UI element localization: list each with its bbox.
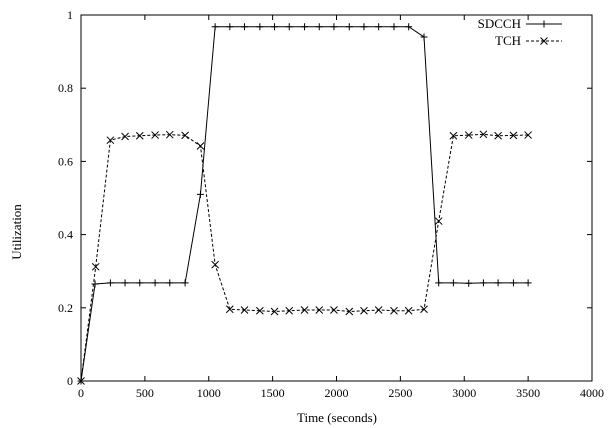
y-tick-label: 0.6 — [58, 154, 73, 168]
data-point-sdcch — [196, 190, 204, 198]
x-tick-label: 4000 — [580, 386, 604, 400]
data-point-sdcch — [345, 23, 353, 31]
y-tick-label: 1 — [67, 8, 73, 22]
data-point-sdcch — [271, 23, 279, 31]
legend-label-sdcch: SDCCH — [478, 16, 521, 31]
data-point-tch — [211, 260, 219, 269]
x-tick-label: 500 — [136, 386, 154, 400]
data-point-tch — [404, 306, 413, 315]
data-point-sdcch — [136, 279, 144, 287]
data-point-tch — [449, 131, 458, 140]
data-point-tch — [165, 130, 174, 139]
series-line-tch — [80, 133, 529, 382]
series-line-sdcch — [80, 26, 529, 382]
x-tick-label: 3000 — [452, 386, 476, 400]
data-point-sdcch — [285, 23, 293, 31]
data-point-tch — [106, 136, 115, 145]
data-point-sdcch — [509, 279, 517, 287]
data-point-sdcch — [226, 23, 234, 31]
x-tick-label: 1000 — [197, 386, 221, 400]
data-point-tch — [91, 262, 100, 271]
data-point-tch — [270, 307, 279, 316]
data-point-sdcch — [151, 279, 159, 287]
data-point-tch — [255, 306, 264, 315]
legend-marker-sdcch — [540, 20, 548, 28]
data-point-tch — [464, 131, 473, 139]
data-point-tch — [77, 377, 85, 385]
data-point-sdcch — [315, 23, 323, 31]
data-point-tch — [330, 306, 338, 314]
series-tch — [77, 130, 532, 385]
data-point-tch — [345, 307, 354, 316]
data-point-tch — [315, 306, 324, 314]
data-point-sdcch — [241, 23, 249, 31]
data-point-tch — [151, 131, 159, 139]
data-point-sdcch — [360, 23, 368, 31]
data-point-tch — [434, 217, 443, 225]
data-point-sdcch — [449, 279, 457, 287]
y-axis-title: Utilization — [9, 204, 24, 260]
data-point-sdcch — [256, 23, 264, 31]
y-tick-label: 0.4 — [58, 228, 73, 242]
data-point-sdcch — [181, 279, 189, 287]
data-point-tch — [181, 131, 189, 140]
data-point-sdcch — [435, 279, 443, 287]
data-point-tch — [509, 131, 518, 140]
y-tick-label: 0 — [67, 374, 73, 388]
data-point-sdcch — [494, 279, 502, 287]
data-point-sdcch — [479, 279, 487, 287]
data-point-tch — [225, 305, 234, 314]
x-tick-label: 0 — [78, 386, 84, 400]
x-tick-label: 3500 — [516, 386, 540, 400]
data-point-tch — [479, 130, 488, 139]
data-point-tch — [494, 131, 502, 140]
data-point-sdcch — [106, 279, 114, 287]
legend-marker-tch — [540, 37, 548, 45]
data-point-tch — [390, 306, 398, 315]
x-axis-title: Time (seconds) — [297, 410, 377, 425]
y-tick-label: 0.2 — [58, 301, 73, 315]
x-tick-label: 2000 — [325, 386, 349, 400]
data-point-sdcch — [91, 280, 99, 288]
data-point-sdcch — [166, 279, 174, 287]
data-point-sdcch — [420, 33, 428, 41]
data-point-tch — [360, 306, 368, 315]
legend: SDCCH TCH — [478, 16, 562, 48]
data-point-tch — [420, 305, 428, 314]
series-sdcch — [77, 23, 532, 385]
data-point-tch — [524, 131, 532, 139]
data-point-sdcch — [375, 23, 383, 31]
x-tick-label: 1500 — [261, 386, 285, 400]
data-point-sdcch — [330, 23, 338, 31]
data-point-sdcch — [465, 279, 473, 287]
data-point-sdcch — [301, 23, 309, 31]
data-point-tch — [135, 131, 144, 140]
data-point-tch — [121, 132, 129, 141]
data-point-sdcch — [211, 23, 219, 31]
data-point-tch — [285, 306, 294, 315]
data-point-sdcch — [121, 279, 129, 287]
data-point-tch — [240, 306, 249, 314]
y-tick-label: 0.8 — [58, 81, 73, 95]
legend-label-tch: TCH — [495, 33, 521, 48]
plot-frame — [80, 14, 593, 382]
data-point-sdcch — [405, 23, 413, 31]
plot-series — [77, 23, 532, 385]
data-point-sdcch — [524, 279, 532, 287]
data-point-sdcch — [390, 23, 398, 31]
data-point-tch — [196, 142, 205, 150]
x-tick-label: 2500 — [388, 386, 412, 400]
axes-layer: 0 500 1000 1500 2000 2500 3000 3500 4000 0 0.2 0.4 0… — [58, 8, 604, 400]
data-point-tch — [374, 306, 383, 314]
data-point-tch — [300, 306, 309, 314]
